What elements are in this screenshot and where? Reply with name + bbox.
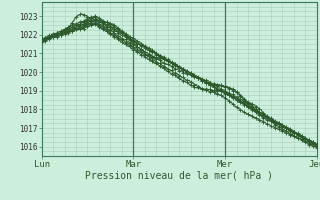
X-axis label: Pression niveau de la mer( hPa ): Pression niveau de la mer( hPa ) xyxy=(85,171,273,181)
